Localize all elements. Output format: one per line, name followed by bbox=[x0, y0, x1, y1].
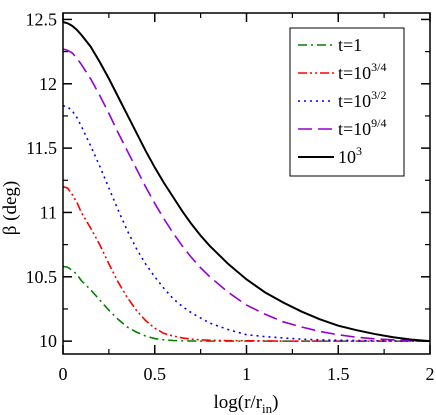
legend-label-3: t=103/2 bbox=[338, 88, 387, 111]
x-tick-label: 0.5 bbox=[144, 364, 167, 384]
y-tick-label: 10.5 bbox=[26, 267, 58, 287]
y-axis-label: β (deg) bbox=[0, 181, 21, 236]
legend-label-1: t=1 bbox=[338, 35, 362, 55]
legend-label-4: t=109/4 bbox=[338, 116, 387, 139]
legend-label-5: 103 bbox=[338, 144, 362, 167]
series-line-4 bbox=[62, 48, 431, 342]
y-tick-label: 12 bbox=[39, 74, 57, 94]
y-tick-label: 10 bbox=[39, 331, 57, 351]
legend-box bbox=[289, 27, 405, 177]
legend-label-2: t=103/4 bbox=[338, 60, 387, 83]
x-axis-label: log(r/rin) bbox=[214, 392, 279, 415]
y-tick-label: 11.5 bbox=[26, 138, 57, 158]
series-line-1 bbox=[62, 265, 430, 342]
series-line-2 bbox=[62, 185, 430, 342]
y-tick-label: 12.5 bbox=[26, 9, 58, 29]
x-tick-label: 1 bbox=[242, 364, 251, 384]
legend: t=1 t=103/4 t=103/2 t=109/4 103 bbox=[289, 27, 405, 177]
series-layer bbox=[62, 21, 431, 343]
y-tick-label: 11 bbox=[40, 202, 57, 222]
x-tick-label: 1.5 bbox=[327, 364, 350, 384]
x-tick-label: 2 bbox=[426, 364, 435, 384]
x-tick-label: 0 bbox=[59, 364, 68, 384]
series-line-5 bbox=[62, 21, 431, 343]
